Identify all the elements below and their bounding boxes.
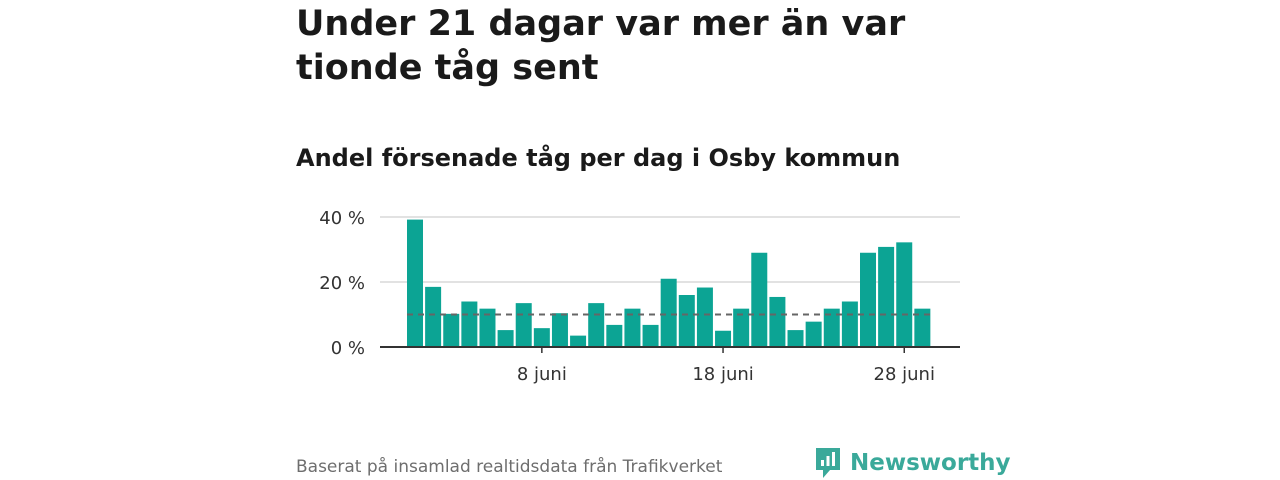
bar [896,242,913,347]
bar [425,286,442,347]
brand-name: Newsworthy [850,450,1011,476]
bar [805,321,822,347]
bar [443,313,460,347]
bar [823,308,840,347]
bar [733,308,750,347]
source-note: Baserat på insamlad realtidsdata från Tr… [296,457,723,477]
newsworthy-logo: Newsworthy [814,446,1011,480]
chart-subtitle: Andel försenade tåg per dag i Osby kommu… [296,144,901,172]
bar [407,219,423,347]
y-tick-label: 0 % [331,338,365,359]
bar [497,330,514,347]
x-tick-label: 28 juni [874,364,935,385]
bar [515,303,532,347]
bar [479,308,496,347]
bar [751,252,768,347]
bar [878,246,895,347]
bar [551,313,568,347]
bar [533,328,550,347]
bar [787,330,804,347]
y-tick-label: 40 % [319,208,365,229]
bar [841,301,858,347]
bar [696,287,713,347]
bar [678,295,695,347]
bar [461,301,478,347]
y-tick-label: 20 % [319,273,365,294]
bar [914,308,931,347]
x-tick-label: 8 juni [517,364,567,385]
x-tick-label: 18 juni [692,364,753,385]
bar-chart: 0 % 20 % 40 % 8 juni 18 juni 28 juni [319,208,960,385]
bar [624,308,641,347]
bar [642,324,659,347]
bar [715,330,732,347]
bar [660,278,677,347]
bar [860,252,876,347]
bar [588,303,605,347]
bar [769,296,786,347]
newsworthy-logo-icon [816,448,840,478]
bar [606,324,623,347]
chart-title: Under 21 dagar var mer än var tionde tåg… [296,4,906,88]
bar [570,335,587,347]
